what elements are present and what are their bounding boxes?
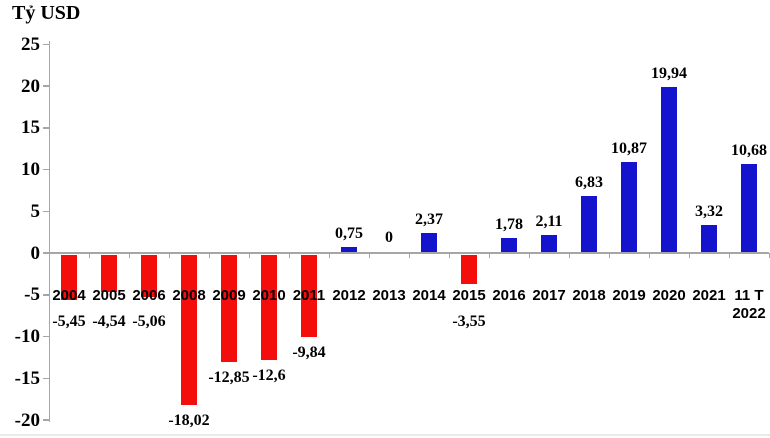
x-axis-tick bbox=[368, 253, 370, 258]
bar-value-label: -5,45 bbox=[52, 313, 86, 330]
x-axis-category-label: 2011 bbox=[292, 287, 326, 304]
bar-negative bbox=[221, 254, 237, 362]
bar-value-label: 2,11 bbox=[535, 213, 563, 231]
bar-positive bbox=[501, 238, 517, 253]
x-axis-category-label: 2014 bbox=[412, 287, 446, 304]
x-axis-tick bbox=[208, 253, 210, 258]
bar-positive bbox=[741, 163, 757, 253]
y-axis-tick-label: 0 bbox=[30, 242, 41, 264]
x-axis-tick bbox=[608, 253, 610, 258]
bottom-border-line bbox=[0, 434, 770, 436]
bar-value-label: 1,78 bbox=[495, 216, 523, 234]
x-axis-category-label: 2008 bbox=[172, 287, 206, 304]
y-axis-tick bbox=[43, 85, 49, 87]
y-axis-tick bbox=[43, 127, 49, 129]
bar-negative bbox=[61, 254, 77, 300]
bar-negative bbox=[101, 254, 117, 293]
bar-value-label: -4,54 bbox=[92, 313, 126, 330]
x-axis-tick bbox=[248, 253, 250, 258]
y-axis-tick-label: -15 bbox=[14, 367, 40, 389]
bar-positive bbox=[621, 162, 637, 253]
x-axis-tick bbox=[688, 253, 690, 258]
y-axis-tick-label: -5 bbox=[24, 284, 40, 306]
x-axis-tick bbox=[288, 253, 290, 258]
bar-value-label: 2,37 bbox=[415, 211, 443, 229]
y-axis-tick bbox=[43, 419, 49, 421]
x-axis-category-label: 11 T 2022 bbox=[732, 287, 766, 322]
bar-negative bbox=[141, 254, 157, 297]
bar-negative bbox=[301, 254, 317, 337]
bar-positive bbox=[661, 86, 677, 253]
bar-value-label: 10,87 bbox=[611, 140, 647, 158]
x-axis-tick bbox=[328, 253, 330, 258]
bar-value-label: -12,85 bbox=[208, 369, 250, 387]
x-axis-tick bbox=[88, 253, 90, 258]
x-axis-tick bbox=[728, 253, 730, 258]
x-axis-category-label: 2005 bbox=[92, 287, 126, 304]
bar-value-label: 10,68 bbox=[731, 141, 767, 159]
y-axis-tick-label: 20 bbox=[21, 75, 40, 97]
y-axis-tick-label: 5 bbox=[30, 200, 41, 222]
bar-negative bbox=[261, 254, 277, 360]
y-axis-tick bbox=[43, 168, 49, 171]
x-axis-tick bbox=[568, 253, 570, 258]
bar-positive bbox=[421, 233, 437, 253]
bar-negative bbox=[181, 254, 197, 405]
x-axis-tick bbox=[168, 253, 170, 258]
bar-value-label: -12,6 bbox=[252, 367, 286, 385]
bar-negative bbox=[461, 254, 477, 285]
bar-value-label: 19,94 bbox=[651, 64, 687, 82]
y-axis-tick bbox=[43, 335, 49, 338]
x-axis-category-label: 2006 bbox=[132, 287, 166, 304]
y-axis-tick-label: 25 bbox=[21, 33, 40, 55]
y-axis-tick-label: 15 bbox=[21, 117, 40, 139]
x-axis-tick bbox=[648, 253, 650, 258]
x-axis-category-label: 2012 bbox=[332, 287, 366, 304]
y-axis-line bbox=[48, 41, 50, 422]
bar-value-label: 0 bbox=[385, 229, 393, 246]
bar-value-label: 3,32 bbox=[695, 203, 723, 221]
x-axis-category-label: 2020 bbox=[652, 287, 686, 304]
bar-value-label: -5,06 bbox=[132, 313, 166, 330]
bar-value-label: -3,55 bbox=[452, 313, 486, 330]
x-axis-category-label: 2016 bbox=[492, 287, 526, 304]
x-axis-category-label: 2015 bbox=[452, 287, 486, 304]
x-axis-category-label: 2013 bbox=[372, 287, 406, 304]
bar-positive bbox=[581, 195, 597, 253]
bar-positive bbox=[701, 225, 717, 253]
x-axis-tick bbox=[448, 253, 450, 258]
bar-positive bbox=[341, 246, 357, 253]
x-axis-category-label: 2017 bbox=[532, 287, 566, 304]
x-axis-tick bbox=[128, 253, 130, 258]
x-axis-tick bbox=[408, 253, 410, 258]
x-axis-category-label: 2019 bbox=[612, 287, 646, 304]
bar-value-label: -9,84 bbox=[292, 344, 326, 362]
y-axis-tick-label: -10 bbox=[14, 326, 40, 347]
chart-axis-title: Tỷ USD bbox=[12, 2, 81, 24]
x-axis-category-label: 2018 bbox=[572, 287, 606, 304]
x-axis-tick bbox=[768, 253, 770, 258]
y-axis-tick bbox=[43, 294, 49, 296]
bar-positive bbox=[541, 235, 557, 253]
y-axis-tick bbox=[43, 43, 49, 45]
x-axis-tick bbox=[488, 253, 490, 258]
y-axis-tick-label: 10 bbox=[21, 159, 40, 180]
bar-value-label: 6,83 bbox=[575, 173, 603, 191]
bar-value-label: 0,75 bbox=[335, 224, 363, 242]
x-axis-category-label: 2021 bbox=[692, 287, 726, 304]
y-axis-tick bbox=[43, 210, 49, 212]
x-axis-category-label: 2004 bbox=[52, 287, 86, 304]
x-axis-tick bbox=[48, 253, 50, 258]
x-axis-category-label: 2009 bbox=[212, 287, 246, 304]
bar-value-label: -18,02 bbox=[168, 412, 210, 430]
y-axis-tick bbox=[43, 377, 49, 379]
y-axis-tick-label: -20 bbox=[14, 409, 40, 431]
x-axis-category-label: 2010 bbox=[252, 287, 286, 304]
x-axis-tick bbox=[528, 253, 530, 258]
x-axis-line bbox=[43, 252, 769, 254]
